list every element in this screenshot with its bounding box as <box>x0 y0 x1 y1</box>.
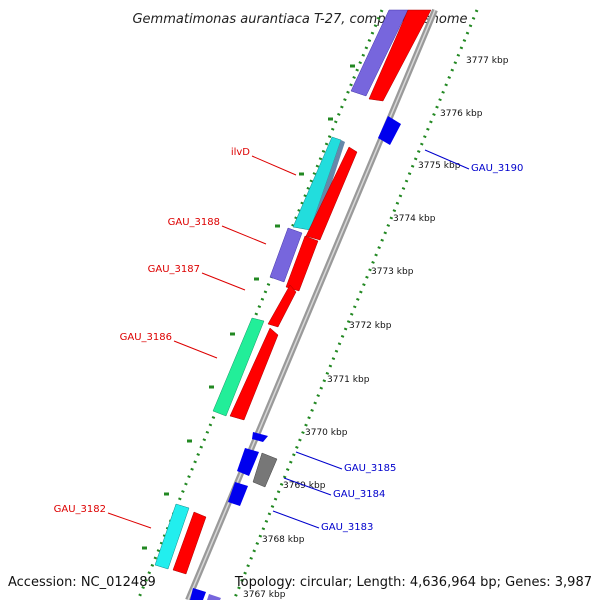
gene-label[interactable]: GAU_3183 <box>321 522 373 533</box>
gene-label[interactable]: GAU_3182 <box>54 504 106 515</box>
gene-leader-line <box>283 477 332 496</box>
tick-label: 3767 kbp <box>243 590 286 600</box>
tick-label: 3775 kbp <box>418 161 461 171</box>
gene-leader-line <box>201 272 246 291</box>
feature-cyan-3182 <box>154 503 190 570</box>
tick-labels: 3767 kbp 3768 kbp 3769 kbp 3770 kbp 3771 kbp… <box>243 56 509 600</box>
gene-leader-line <box>251 155 297 176</box>
tick-label: 3769 kbp <box>283 481 326 491</box>
tick-label: 3772 kbp <box>349 321 392 331</box>
cds-red-3187 <box>267 284 297 328</box>
gene-leader-line <box>173 340 218 359</box>
tick-label: 3777 kbp <box>466 56 509 66</box>
gene-leader-line <box>107 512 152 529</box>
major-ticks <box>142 64 355 550</box>
gene-label[interactable]: GAU_3185 <box>344 463 396 474</box>
cds-red-ilvd <box>305 146 358 241</box>
cds-red-top <box>368 9 432 102</box>
cds-red-3186 <box>229 327 279 421</box>
cds-red-3188 <box>285 235 319 292</box>
gene-leader-line <box>272 510 320 529</box>
feature-blue-small <box>252 432 268 442</box>
feature-blue-3183 <box>228 482 248 506</box>
feature-green-3186 <box>212 317 265 417</box>
gene-label[interactable]: ilvD <box>231 147 250 158</box>
cds-red-3182 <box>172 511 207 575</box>
feature-blue-3190 <box>378 116 401 145</box>
feature-slate-ilvd <box>310 140 345 231</box>
feature-blue-bottom <box>190 588 206 600</box>
gene-label[interactable]: GAU_3184 <box>333 489 385 500</box>
gene-leader-line <box>221 225 267 245</box>
tick-label: 3774 kbp <box>393 214 436 224</box>
feature-blue-3185 <box>237 448 259 476</box>
feature-purple-3188 <box>269 227 303 283</box>
tick-label: 3770 kbp <box>305 428 348 438</box>
feature-gray-3184 <box>252 452 278 488</box>
features <box>154 9 432 600</box>
gene-label[interactable]: GAU_3186 <box>120 332 172 343</box>
gene-leader-line <box>295 451 343 470</box>
tick-label: 3776 kbp <box>440 109 483 119</box>
gene-label[interactable]: GAU_3188 <box>168 217 220 228</box>
tick-label: 3771 kbp <box>327 375 370 385</box>
gene-labels: ilvD GAU_3188 GAU_3187 GAU_3186 GAU_3182 GAU_… <box>54 147 524 533</box>
topology-summary: Topology: circular; Length: 4,636,964 bp… <box>234 575 592 590</box>
accession-text: Accession: NC_012489 <box>8 575 156 590</box>
tick-label: 3773 kbp <box>371 267 414 277</box>
genome-backbone-highlight <box>187 9 436 600</box>
tick-dots-outer <box>232 9 479 600</box>
gene-label[interactable]: GAU_3187 <box>148 264 200 275</box>
gene-label[interactable]: GAU_3190 <box>471 163 523 174</box>
feature-purple-bottom <box>207 594 221 600</box>
gene-leader-line <box>424 149 470 170</box>
feature-purple-top <box>350 9 409 97</box>
tick-label: 3768 kbp <box>262 535 305 545</box>
